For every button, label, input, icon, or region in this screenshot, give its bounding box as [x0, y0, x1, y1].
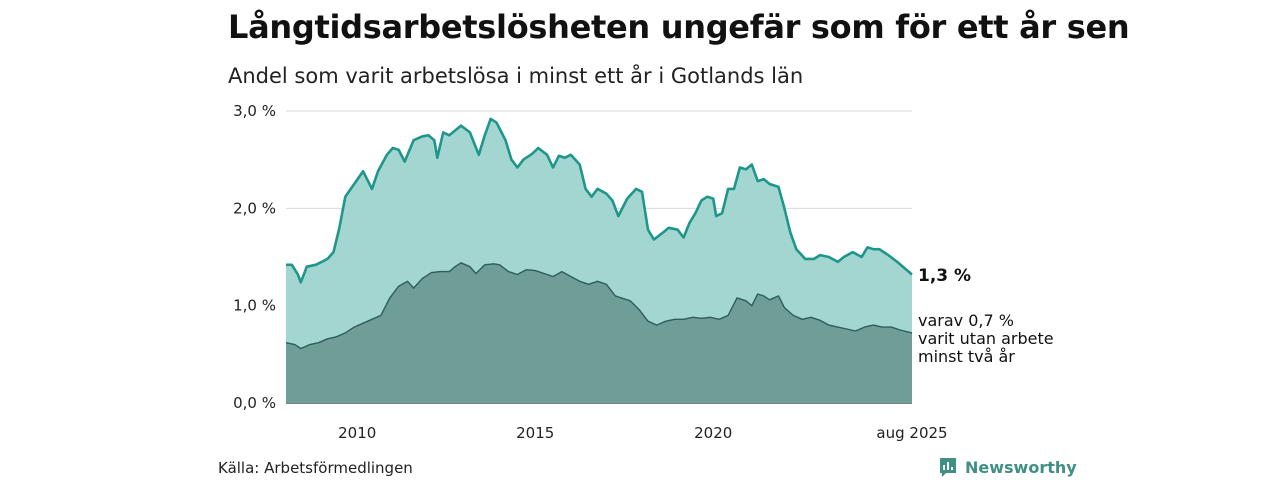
x-axis: 2010 2015 2020 aug 2025 [338, 424, 947, 442]
source-note: Källa: Arbetsförmedlingen [218, 459, 413, 477]
chart-subtitle: Andel som varit arbetslösa i minst ett å… [228, 64, 804, 88]
y-tick-label: 0,0 % [233, 394, 276, 412]
two-year-line [285, 262, 913, 350]
brand-logo: Newsworthy [938, 456, 1077, 478]
end-label-sub-line-3: minst två år [918, 347, 1015, 366]
newsworthy-icon [940, 458, 956, 477]
end-label-sub-line-1: varav 0,7 % [918, 311, 1014, 330]
x-tick-label: aug 2025 [876, 424, 947, 442]
end-label-sub-line-2: varit utan arbete [918, 329, 1054, 348]
two-year-area [286, 262, 912, 403]
y-tick-label: 2,0 % [233, 199, 276, 217]
y-tick-label: 1,0 % [233, 297, 276, 315]
x-tick-label: 2020 [694, 424, 732, 442]
end-label-main: 1,3 % [918, 266, 971, 286]
y-tick-label: 3,0 % [233, 102, 276, 120]
x-tick-label: 2015 [516, 424, 554, 442]
long-term-line [286, 117, 913, 284]
y-axis: 0,0 % 1,0 % 2,0 % 3,0 % [233, 102, 276, 412]
chart-title: Långtidsarbetslösheten ungefär som för e… [228, 8, 1130, 46]
brand-name: Newsworthy [965, 457, 1077, 477]
x-tick-label: 2010 [338, 424, 376, 442]
